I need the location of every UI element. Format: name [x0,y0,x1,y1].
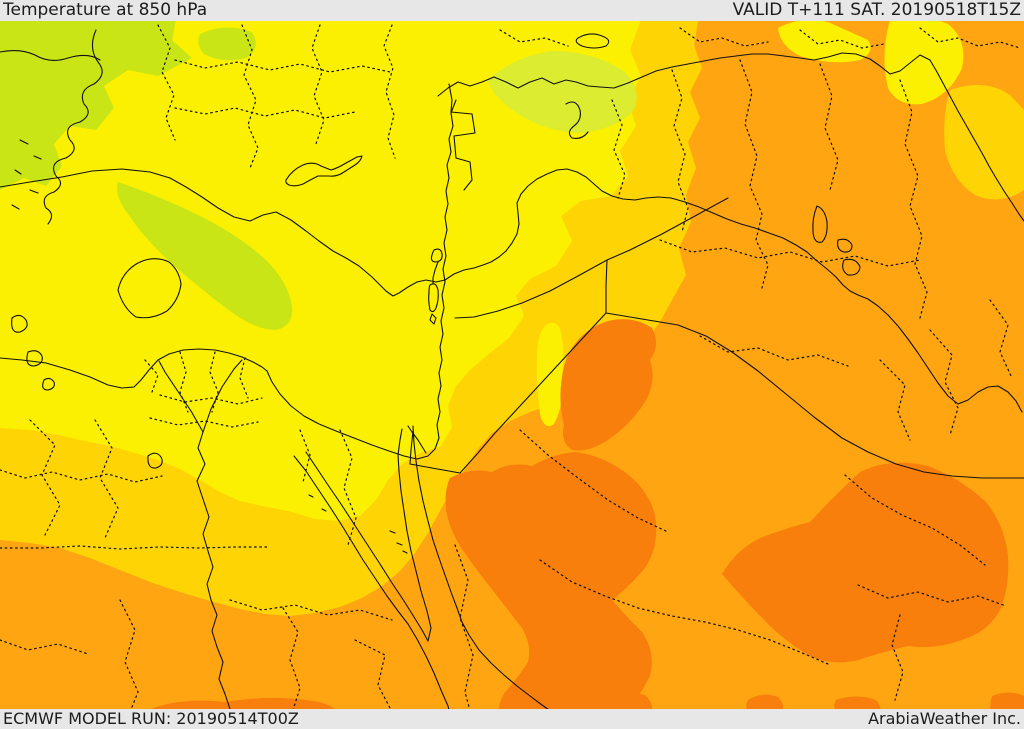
jordan-iraq-border [605,259,608,314]
habbaniyah-lake [837,238,853,253]
footer-bar: ECMWF MODEL RUN: 20190514T00Z ArabiaWeat… [0,709,1024,729]
dead-sea [428,283,439,325]
model-run-label: ECMWF MODEL RUN: 20190514T00Z [3,709,299,728]
sinai-east-coast [397,428,432,642]
temp-fill-green [0,0,293,330]
red-sea-islands [308,494,408,554]
egypt-israel-border [407,425,427,454]
valid-time-label: VALID T+111 SAT. 20190518T15Z [732,0,1021,20]
tharthar-lake [812,205,828,243]
header-bar: Temperature at 850 hPa VALID T+111 SAT. … [0,0,1024,21]
ataturk-lake [565,101,589,139]
red-sea-west-coast [293,455,453,723]
iraq-saudi-border [605,312,1024,479]
brand-label: ArabiaWeather Inc. [868,709,1021,728]
temp-fill-dark-orange [147,319,1024,729]
aqaba-saudi-coast [412,425,559,721]
jordan-river [432,261,439,285]
razazza-lake [842,258,861,276]
temp-fill-green-light-patch [488,51,637,133]
euphrates-turkey-border [437,52,1024,222]
syria-jordan-border [454,197,729,319]
cyprus-island [285,155,363,187]
aegean-islands [11,139,42,210]
jordan-saudi-border [409,312,607,474]
sinai-west-coast [305,451,429,642]
fayum-lake [147,452,163,469]
galilee-lake [430,248,443,263]
turkey-south-coast [0,168,1023,413]
nile-river [196,431,233,723]
marmara-coast [43,29,103,225]
nile-delta-branches [158,359,243,433]
keban-lake [575,33,610,49]
coastlines-and-borders [0,29,1024,723]
island-southwest [117,258,182,319]
levant-coast [266,99,457,460]
hatay-border [448,83,476,191]
map-title: Temperature at 850 hPa [3,0,208,20]
admin-borders-dotted [0,24,1021,719]
aegean-coast [0,49,101,61]
egypt-coast [0,348,268,389]
